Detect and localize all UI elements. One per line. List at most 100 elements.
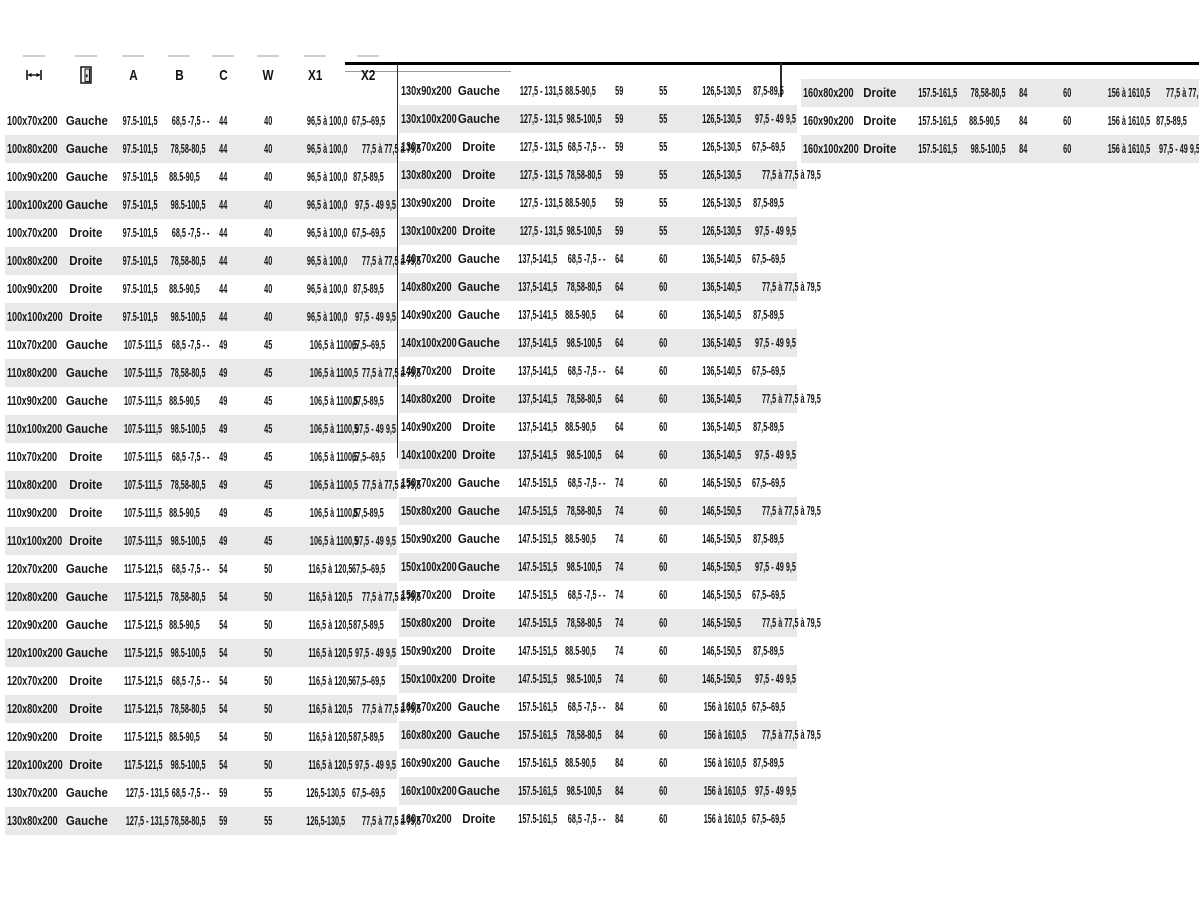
table-row: 110x70x200 Droite 107.5-111,5 68,5 -7,5 - -… [5,443,397,471]
cell-w: 50 [263,673,273,688]
cell-size: 140x70x200 [401,363,452,378]
cell-x1: 146,5-150,5 [702,643,742,658]
cell-side: Gauche [65,113,108,128]
cell-c: 59 [614,111,624,126]
cell-x2: 77,5 à 77,5 à 79,5 [362,253,421,268]
cell-size: 130x90x200 [401,83,452,98]
cell-x2: 67,5--69,5 [352,449,386,464]
cell-size: 140x90x200 [401,307,452,322]
table-row: 160x70x200 Gauche 157.5-161,5 68,5 -7,5 - -… [399,693,797,721]
cell-w: 60 [658,811,668,826]
table-row: 100x70x200 Gauche 97.5-101,5 68,5 -7,5 - - 4… [5,107,397,135]
column-header-c-label: C [218,66,228,84]
cell-a: 137,5-141,5 [518,279,558,294]
cell-w: 40 [263,253,273,268]
cell-b: 88.5-90,5 [565,307,596,322]
cell-b: 68,5 -7,5 - - [567,475,606,490]
cell-size: 160x80x200 [401,727,452,742]
cell-w: 55 [658,83,668,98]
column-divider-left [397,63,398,458]
cell-x1: 146,5-150,5 [702,587,742,602]
cell-x1: 136,5-140,5 [702,335,742,350]
cell-w: 60 [658,447,668,462]
cell-w: 55 [658,167,668,182]
cell-w: 60 [658,363,668,378]
cell-b: 98.5-100,5 [566,447,602,462]
cell-x2: 87,5-89,5 [752,755,784,770]
table-row: 120x90x200 Gauche 117.5-121,5 88.5-90,5 54 50… [5,611,397,639]
cell-size: 120x100x200 [7,645,63,660]
cell-size: 130x80x200 [401,167,452,182]
cell-b: 98.5-100,5 [170,421,206,436]
cell-side: Gauche [65,197,108,212]
cell-x1: 126,5-130,5 [702,139,742,154]
cell-side: Droite [462,419,496,434]
cell-a: 147.5-151,5 [518,643,558,658]
cell-side: Gauche [458,699,500,714]
cell-w: 45 [263,421,273,436]
cell-x1: 96,5 à 100,0 [306,225,348,240]
cell-b: 88.5-90,5 [169,281,200,296]
table-row: 100x80x200 Droite 97.5-101,5 78,58-80,5 44 40… [5,247,421,275]
table-row: 120x70x200 Droite 117.5-121,5 68,5 -7,5 - -… [5,667,397,695]
table-row: 160x90x200 Droite 157.5-161,5 88.5-90,5 84 60… [801,107,1199,135]
cell-size: 130x70x200 [401,139,452,154]
cell-side: Gauche [65,617,108,632]
cell-x2: 97,5 - 49 9,5 [755,559,796,574]
cell-b: 88.5-90,5 [565,643,596,658]
cell-side: Gauche [458,111,500,126]
cell-w: 50 [263,617,273,632]
cell-x1: 106,5 à 1100,5 [309,505,359,520]
cell-x2: 77,5 à 77,5 à 79,5 [762,167,821,182]
cell-c: 84 [614,699,624,714]
cell-c: 84 [614,755,624,770]
cell-x1: 156 à 1610,5 [703,783,747,798]
cell-side: Droite [69,673,103,688]
cell-b: 78,58-80,5 [170,701,206,716]
cell-x2: 97,5 - 49 9,5 [355,197,396,212]
cell-b: 78,58-80,5 [566,503,602,518]
table-row: 150x100x200 Droite 147.5-151,5 98.5-100,5 74… [399,665,797,693]
cell-b: 88.5-90,5 [565,83,596,98]
column-header-w-label: W [262,66,274,84]
cell-c: 44 [218,169,228,184]
cell-x1: 106,5 à 1100,5 [309,365,359,380]
cell-x2: 87,5-89,5 [1155,113,1187,128]
cell-a: 107.5-111,5 [123,393,163,408]
cell-side: Gauche [65,169,108,184]
cell-w: 55 [658,111,668,126]
cell-a: 97.5-101,5 [122,197,158,212]
table-row: 130x100x200 Gauche 127,5 - 131,5 98.5-100,5… [399,105,797,133]
table-row: 160x100x200 Droite 157.5-161,5 98.5-100,5 84… [801,135,1199,163]
cell-a: 107.5-111,5 [123,533,163,548]
cell-size: 140x90x200 [401,419,452,434]
cell-b: 98.5-100,5 [170,533,206,548]
cell-size: 110x100x200 [7,421,63,436]
cell-w: 60 [658,307,668,322]
cell-a: 127,5 - 131,5 [519,167,563,182]
cell-x1: 126,5-130,5 [702,83,742,98]
cell-c: 74 [614,503,624,518]
cell-c: 84 [1018,85,1028,100]
table-row: 110x90x200 Droite 107.5-111,5 88.5-90,5 49 45… [5,499,397,527]
table-row: 130x70x200 Droite 127,5 - 131,5 68,5 -7,5 -… [399,133,797,161]
cell-x2: 67,5--69,5 [352,561,386,576]
cell-c: 59 [614,167,624,182]
cell-size: 150x90x200 [401,643,452,658]
table-row: 150x70x200 Gauche 147.5-151,5 68,5 -7,5 - -… [399,469,797,497]
cell-side: Droite [462,223,496,238]
cell-a: 117.5-121,5 [124,673,163,688]
table-row: 150x100x200 Gauche 147.5-151,5 98.5-100,5 74… [399,553,797,581]
door-icon [63,52,109,98]
cell-a: 107.5-111,5 [123,421,163,436]
cell-a: 147.5-151,5 [518,503,558,518]
cell-size: 160x100x200 [803,141,859,156]
table-row: 150x90x200 Gauche 147.5-151,5 88.5-90,5 74 60… [399,525,797,553]
cell-a: 147.5-151,5 [518,671,558,686]
cell-side: Droite [462,671,496,686]
cell-x2: 87,5-89,5 [752,195,784,210]
table-row: 150x80x200 Droite 147.5-151,5 78,58-80,5 74 6… [399,609,821,637]
cell-side: Gauche [65,813,108,828]
cell-w: 60 [658,503,668,518]
cell-size: 140x100x200 [401,447,457,462]
